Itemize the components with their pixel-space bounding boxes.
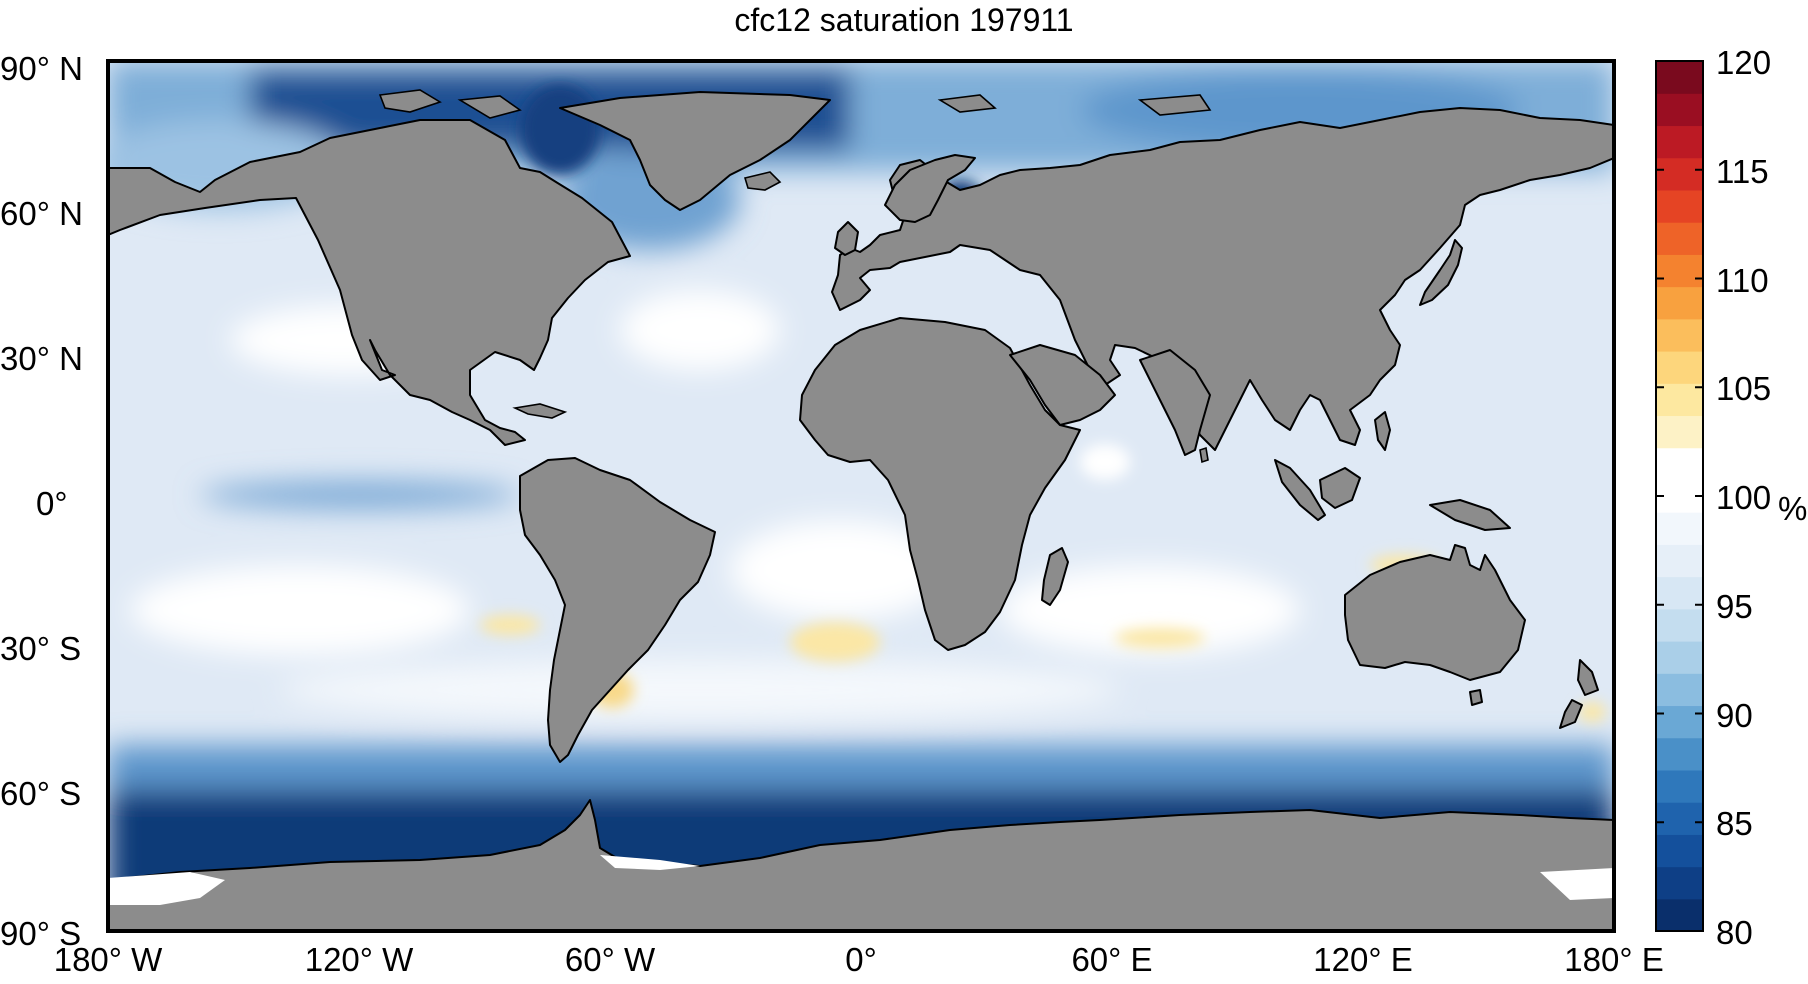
colorbar-cell (1656, 673, 1703, 707)
colorbar-cell (1656, 802, 1703, 835)
land-eurasia (831, 107, 1614, 451)
yellow-patch-nz (1578, 702, 1606, 722)
x-tick-60w: 60° W (564, 941, 656, 978)
land-new-zealand (1559, 659, 1599, 729)
land-antarctica (108, 799, 1614, 931)
colorbar-cell (1656, 286, 1703, 320)
land-sumatra (1274, 459, 1326, 521)
colorbar-cell (1656, 125, 1703, 159)
map-title: cfc12 saturation 197911 (734, 2, 1074, 38)
colorbar-label-110: 110 (1716, 262, 1769, 299)
x-tick-180e: 180° E (1564, 941, 1664, 978)
x-tick-120w: 120° W (304, 941, 414, 978)
white-patch-arabian (1080, 444, 1130, 480)
land-borneo (1319, 467, 1361, 509)
island-cuba (512, 403, 568, 419)
map-frame (106, 59, 1616, 933)
colorbar-cell (1656, 93, 1703, 127)
s-atlantic-white (730, 520, 950, 620)
x-tick-60e: 60° E (1071, 941, 1153, 978)
land-india (1139, 349, 1211, 456)
colorbar-label-85: 85 (1716, 805, 1753, 842)
s-pacific-white (130, 565, 470, 655)
land-philippines (1374, 411, 1391, 451)
colorbar-cell (1656, 447, 1703, 481)
island-sri-lanka (1199, 446, 1209, 464)
indian-white (1000, 565, 1300, 655)
x-tick-180w: 180° W (53, 941, 163, 978)
colorbar (1655, 60, 1704, 932)
ice-white (108, 855, 1614, 905)
southern-white (280, 660, 1120, 720)
map-area (108, 61, 1614, 931)
colorbar-cell (1656, 318, 1703, 352)
y-tick-60s: 60° S (0, 775, 82, 812)
colorbar-cell (1656, 157, 1703, 191)
weddell-ice-white (600, 855, 700, 870)
colorbar-cells (1656, 61, 1703, 932)
ross-ice-white (108, 872, 225, 905)
x-tick-120e: 120° E (1313, 941, 1413, 978)
islands (378, 89, 1212, 464)
y-tick-90n: 90° N (0, 50, 83, 87)
land-australia (1344, 544, 1526, 681)
island-iceland (743, 171, 782, 191)
colorbar-cell (1656, 254, 1703, 288)
colorbar-cell (1656, 544, 1703, 578)
colorbar-cell (1656, 769, 1703, 803)
colorbar-cell (1656, 608, 1703, 642)
colorbar-cell (1656, 383, 1703, 417)
y-tick-90s: 90° S (0, 915, 82, 952)
colorbar-cell (1656, 737, 1703, 771)
yellow-patch-pacific (480, 615, 540, 635)
colorbar-label-90: 90 (1716, 697, 1753, 734)
colorbar-cell (1656, 866, 1703, 900)
yellow-patch-s-atlantic (790, 622, 880, 662)
land-japan (1419, 239, 1463, 306)
colorbar-cell (1656, 834, 1703, 868)
colorbar-label-95: 95 (1716, 588, 1753, 625)
colorbar-label-80: 80 (1716, 914, 1753, 951)
colorbar-cell (1656, 641, 1703, 674)
colorbar-cell (1656, 189, 1703, 223)
land-tasmania (1469, 689, 1483, 706)
land-north-america (108, 119, 631, 446)
y-tick-60n: 60° N (0, 195, 83, 232)
land (108, 91, 1614, 931)
n-atlantic-white (620, 290, 780, 370)
equatorial-blue (200, 481, 520, 509)
y-tick-0: 0° (36, 485, 68, 522)
x-tick-0: 0° (845, 941, 877, 978)
deep-patch-baffin (520, 85, 600, 175)
land-madagascar (1041, 547, 1069, 606)
colorbar-cell (1656, 415, 1703, 449)
colorbar-tick-marks (1656, 60, 1703, 932)
colorbar-cell (1656, 61, 1703, 94)
land-britain (834, 221, 859, 256)
island-arctic-archipelago (378, 89, 1212, 119)
colorbar-unit: % (1778, 490, 1808, 527)
ross-east-white (1540, 868, 1614, 900)
land-new-guinea (1429, 499, 1511, 531)
colorbar-label-105: 105 (1716, 370, 1772, 407)
land-greenland (559, 91, 831, 211)
land-scandinavia (884, 154, 976, 223)
colorbar-cell (1656, 512, 1703, 545)
colorbar-cell (1656, 705, 1703, 739)
colorbar-cell (1656, 351, 1703, 384)
colorbar-cell (1656, 898, 1703, 932)
land-south-america (519, 457, 716, 763)
colorbar-cell (1656, 222, 1703, 255)
y-tick-30n: 30° N (0, 340, 83, 377)
colorbar-label-120: 120 (1716, 44, 1772, 81)
colorbar-label-115: 115 (1716, 153, 1769, 190)
colorbar-label-100: 100 (1716, 479, 1772, 516)
land-arabia (1009, 344, 1116, 426)
y-tick-30s: 30° S (0, 630, 82, 667)
yellow-patch-indian (1115, 628, 1205, 648)
